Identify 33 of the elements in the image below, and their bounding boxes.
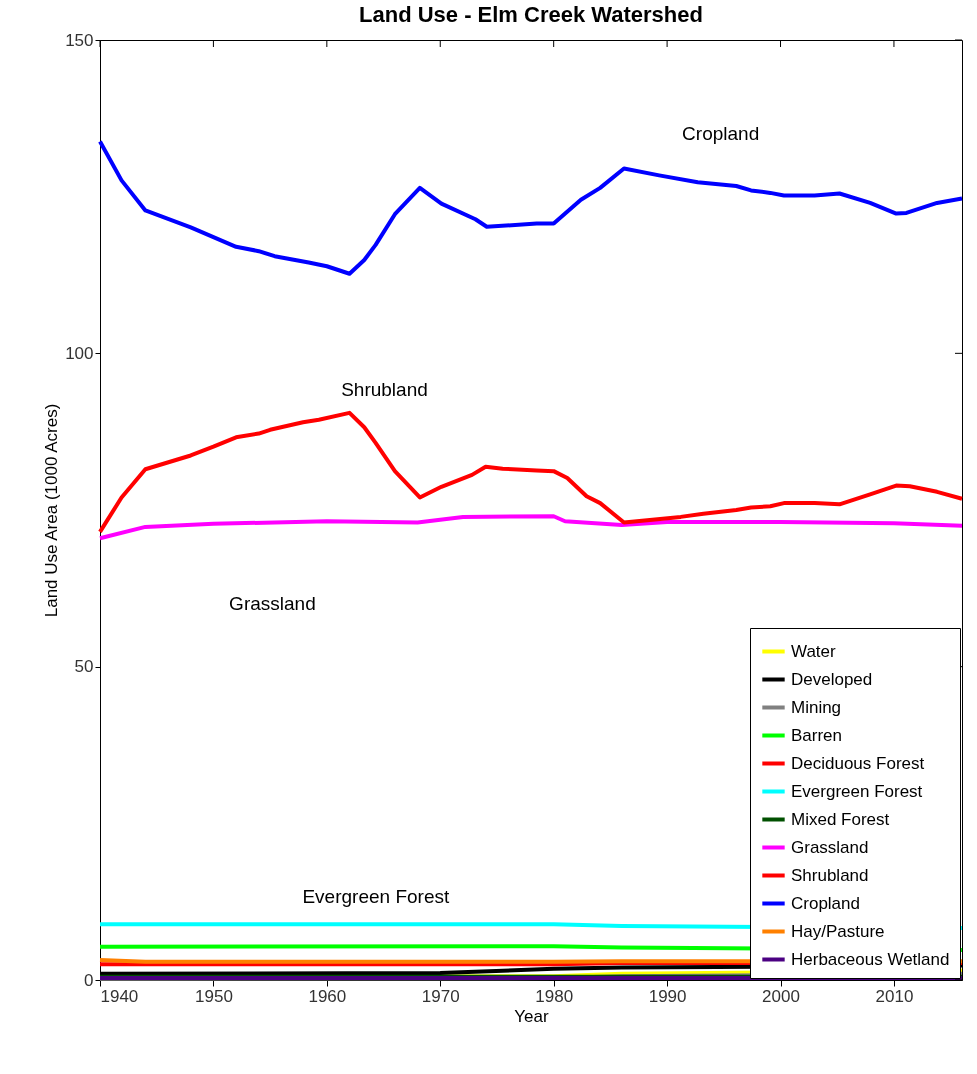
line-series	[98, 514, 964, 541]
x-tick-label: 1940	[100, 986, 139, 1006]
x-tick-label: 1950	[195, 986, 233, 1006]
legend-label: Barren	[791, 725, 843, 745]
x-tick-label: 2010	[875, 986, 914, 1006]
legend-label: Herbaceous Wetland	[791, 949, 950, 969]
legend-label: Mixed Forest	[791, 809, 890, 829]
x-tick-label: 1980	[535, 986, 574, 1006]
legend-label: Water	[791, 641, 837, 661]
y-tick-label: 0	[84, 970, 94, 990]
legend-label: Shrubland	[791, 865, 869, 885]
legend-label: Cropland	[791, 893, 860, 913]
annotation: Grassland	[229, 593, 316, 614]
y-tick-label: 50	[74, 657, 94, 677]
legend-label: Grassland	[791, 837, 869, 857]
annotation: Cropland	[682, 123, 760, 144]
x-tick-label: 1970	[421, 986, 460, 1006]
legend-label: Evergreen Forest	[791, 781, 923, 801]
x-axis-title: Year	[514, 1006, 550, 1026]
legend-label: Hay/Pasture	[791, 921, 885, 941]
chart-title: Land Use - Elm Creek Watershed	[359, 2, 703, 27]
annotation: Evergreen Forest	[302, 886, 450, 908]
y-tick-label: 150	[65, 30, 94, 50]
annotation: Shrubland	[341, 378, 428, 400]
legend-label: Developed	[791, 669, 873, 689]
line-series	[98, 410, 964, 534]
x-tick-label: 1990	[648, 986, 687, 1006]
legend-label: Mining	[791, 697, 842, 717]
y-tick-label: 100	[65, 343, 94, 363]
x-tick-label: 2000	[762, 986, 800, 1006]
y-axis-title: Land Use Area (1000 Acres)	[42, 403, 62, 618]
legend-label: Deciduous Forest	[791, 753, 925, 773]
x-tick-label: 1960	[308, 986, 347, 1006]
